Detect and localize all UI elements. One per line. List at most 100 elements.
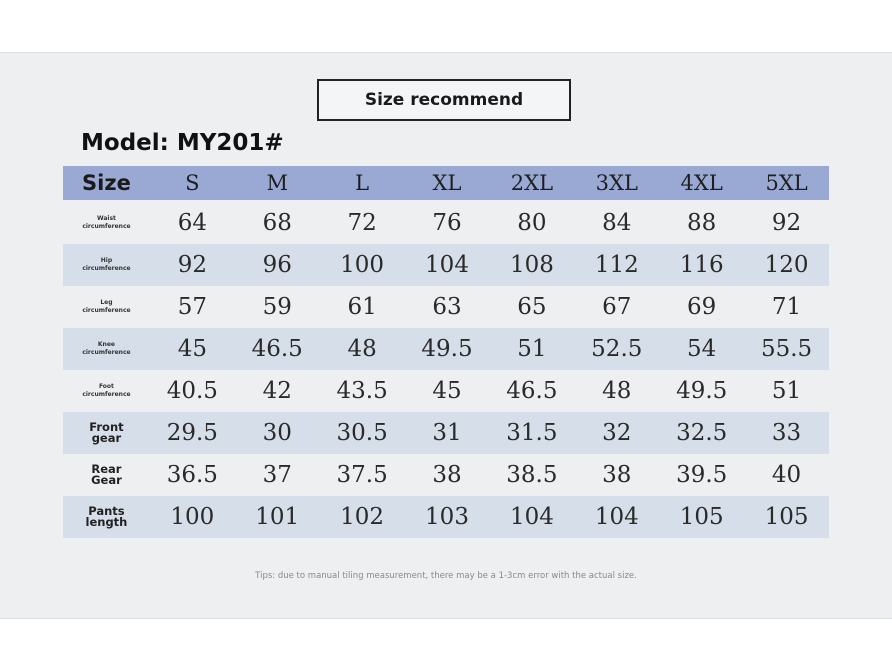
table-row: Knee circumference 45 46.5 48 49.5 51 52.5 54 55.… xyxy=(63,328,829,370)
table-cell: 65 xyxy=(517,294,547,320)
size-header-label: Size xyxy=(82,170,131,195)
row-label-text: Knee circumference xyxy=(82,341,130,357)
table-cell: 42 xyxy=(262,378,292,404)
row-label-line: circumference xyxy=(82,307,131,314)
row-label-line: Rear xyxy=(91,461,122,476)
row-label-line: Pants xyxy=(88,503,125,518)
size-recommend-title: Size recommend xyxy=(317,79,571,121)
row-label-text: Pants length xyxy=(86,503,128,529)
table-cell: 32 xyxy=(602,420,632,446)
table-cell: 72 xyxy=(347,210,377,236)
row-label: Front gear xyxy=(63,419,150,445)
row-label-text: Leg circumference xyxy=(82,299,130,315)
row-label-line: Gear xyxy=(91,473,122,487)
size-header-cell: L xyxy=(355,171,370,195)
table-cell: 104 xyxy=(594,504,639,530)
row-label-text: Hip circumference xyxy=(82,257,130,273)
model-value: MY201# xyxy=(176,130,284,156)
size-table: Size S M L XL 2XL 3XL 4XL 5XL Waist circu… xyxy=(63,166,829,538)
table-cell: 76 xyxy=(432,210,462,236)
table-cell: 32.5 xyxy=(676,420,728,446)
row-label: Pants length xyxy=(63,503,150,529)
table-cell: 102 xyxy=(340,504,385,530)
table-cell: 48 xyxy=(602,378,632,404)
row-label: Knee circumference xyxy=(63,341,150,357)
table-cell: 40 xyxy=(771,462,802,488)
table-cell: 54 xyxy=(687,336,717,362)
size-table-header: Size S M L XL 2XL 3XL 4XL 5XL xyxy=(63,166,829,200)
table-cell: 49.5 xyxy=(421,336,473,362)
table-cell: 63 xyxy=(432,294,462,320)
table-cell: 92 xyxy=(177,252,207,278)
table-cell: 103 xyxy=(425,504,469,530)
table-cell: 55.5 xyxy=(760,336,813,362)
table-cell: 92 xyxy=(771,210,802,236)
row-label-line: Leg xyxy=(100,299,113,307)
size-chart-card: Size recommend Model: MY201# Size S M L … xyxy=(0,52,892,619)
table-cell: 108 xyxy=(509,252,554,278)
table-cell: 104 xyxy=(509,504,554,530)
model-label: Model: xyxy=(81,130,169,156)
table-cell: 31.5 xyxy=(506,420,558,446)
table-cell: 51 xyxy=(517,336,547,362)
table-cell: 38 xyxy=(602,462,632,488)
table-cell: 59 xyxy=(262,294,292,320)
row-label-line: circumference xyxy=(82,391,131,398)
table-cell: 100 xyxy=(340,252,385,278)
table-row: Hip circumference 92 96 100 104 108 112 116 120 xyxy=(63,244,829,286)
table-cell: 48 xyxy=(347,336,377,362)
model-heading: Model: MY201# xyxy=(81,130,284,156)
size-header-cell: 3XL xyxy=(595,171,638,195)
row-label-line: circumference xyxy=(82,265,131,272)
table-row: Waist circumference 64 68 72 76 80 84 88 92 xyxy=(63,202,829,244)
table-cell: 120 xyxy=(764,252,809,278)
table-row: Foot circumference 40.5 42 43.5 45 46.5 48 49.5 5… xyxy=(63,370,829,412)
table-cell: 101 xyxy=(255,504,300,530)
table-row: Front gear 29.5 30 30.5 31 31.5 32 32.5 33 xyxy=(63,412,829,454)
row-label: Hip circumference xyxy=(63,257,150,273)
table-cell: 37 xyxy=(262,462,292,488)
row-label-line: Foot xyxy=(98,383,114,391)
table-cell: 112 xyxy=(594,252,639,278)
row-label: Leg circumference xyxy=(63,299,150,315)
size-header-cell: 4XL xyxy=(680,171,723,195)
table-row: Rear Gear 36.5 37 37.5 38 38.5 38 39.5 40 xyxy=(63,454,829,496)
table-cell: 96 xyxy=(262,252,292,278)
table-cell: 39.5 xyxy=(676,462,728,488)
table-cell: 45 xyxy=(177,336,207,362)
table-cell: 51 xyxy=(771,378,802,404)
row-label: Waist circumference xyxy=(63,215,150,231)
table-cell: 57 xyxy=(177,294,207,320)
row-label-text: Waist circumference xyxy=(82,215,130,231)
table-cell: 88 xyxy=(687,210,717,236)
table-cell: 38.5 xyxy=(506,462,558,488)
table-cell: 104 xyxy=(425,252,469,278)
table-cell: 30 xyxy=(262,420,292,446)
table-cell: 29.5 xyxy=(166,420,218,446)
table-cell: 46.5 xyxy=(251,336,303,362)
row-label-line: Front xyxy=(89,419,124,434)
row-label-text: Rear Gear xyxy=(91,461,122,487)
title-text: Size recommend xyxy=(364,90,524,110)
table-cell: 105 xyxy=(679,504,724,530)
table-cell: 71 xyxy=(771,294,802,320)
table-cell: 80 xyxy=(517,210,547,236)
size-header-cell: M xyxy=(266,171,288,195)
table-cell: 31 xyxy=(432,420,462,446)
table-cell: 69 xyxy=(687,294,717,320)
table-cell: 52.5 xyxy=(591,336,643,362)
table-cell: 67 xyxy=(602,294,632,320)
table-cell: 64 xyxy=(177,210,207,236)
table-cell: 49.5 xyxy=(676,378,728,404)
table-cell: 84 xyxy=(602,210,632,236)
row-label-line: Knee xyxy=(97,341,115,349)
table-cell: 45 xyxy=(432,378,462,404)
table-cell: 46.5 xyxy=(506,378,558,404)
table-cell: 38 xyxy=(432,462,462,488)
table-cell: 40.5 xyxy=(166,378,218,404)
row-label-line: circumference xyxy=(82,349,131,356)
table-cell: 105 xyxy=(764,504,809,530)
table-cell: 61 xyxy=(347,294,377,320)
table-cell: 116 xyxy=(679,252,724,278)
table-row: Leg circumference 57 59 61 63 65 67 69 71 xyxy=(63,286,829,328)
